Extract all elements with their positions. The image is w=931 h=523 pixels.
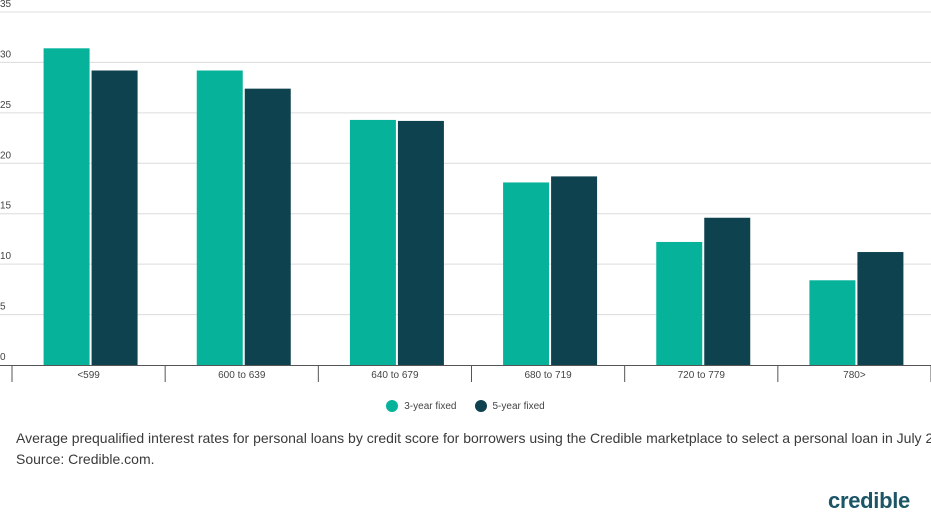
y-tick-label: 30	[0, 49, 12, 60]
legend-label-5-year: 5-year fixed	[492, 400, 545, 412]
y-tick-label: 15	[0, 201, 12, 212]
y-tick-label: 20	[0, 150, 12, 161]
x-tick-label: 780>	[843, 370, 866, 381]
y-tick-label: 10	[0, 251, 12, 262]
credible-logo: credible	[828, 488, 910, 513]
bar-3-year	[196, 70, 243, 366]
legend: 3-year fixed 5-year fixed	[0, 400, 931, 412]
bar-5-year	[91, 70, 138, 366]
y-tick-label: 35	[0, 0, 12, 10]
bar-3-year	[503, 182, 550, 365]
bar-3-year	[43, 48, 90, 366]
bar-5-year	[397, 120, 444, 365]
bar-5-year	[551, 176, 598, 365]
bar-3-year	[809, 280, 856, 365]
bar-3-year	[656, 241, 703, 365]
gridlines	[0, 11, 931, 316]
bar-5-year	[857, 252, 904, 365]
legend-swatch-3-year	[386, 400, 399, 412]
bar-3-year	[349, 119, 396, 365]
bars	[43, 48, 904, 366]
x-axis: <599 600 to 639 640 to 679 680 to 719 720 to…	[0, 365, 931, 382]
bar-5-year	[244, 88, 291, 365]
y-axis-ticks: 0 5 10 15 20 25 30 35	[0, 0, 12, 363]
caption-line-1: Average prequalified interest rates for …	[16, 430, 931, 446]
x-tick-label: 600 to 639	[218, 370, 266, 381]
legend-item-3-year[interactable]: 3-year fixed	[386, 400, 457, 412]
x-tick-label: 640 to 679	[371, 370, 419, 381]
bar-5-year	[704, 217, 751, 365]
caption-source: Source: Credible.com.	[16, 451, 155, 467]
chart-caption: Average prequalified interest rates for …	[16, 428, 931, 470]
bar-chart: 0 5 10 15 20 25 30 35 <599 600 to 639 640 to 679 6…	[0, 0, 931, 382]
x-tick-label: 680 to 719	[524, 370, 572, 381]
legend-item-5-year[interactable]: 5-year fixed	[474, 400, 545, 412]
x-tick-label: <599	[77, 370, 100, 381]
legend-swatch-5-year	[474, 400, 487, 412]
legend-label-3-year: 3-year fixed	[404, 400, 457, 412]
y-tick-label: 25	[0, 100, 12, 111]
y-tick-label: 0	[0, 352, 6, 363]
y-tick-label: 5	[0, 302, 6, 313]
x-tick-label: 720 to 779	[678, 370, 726, 381]
